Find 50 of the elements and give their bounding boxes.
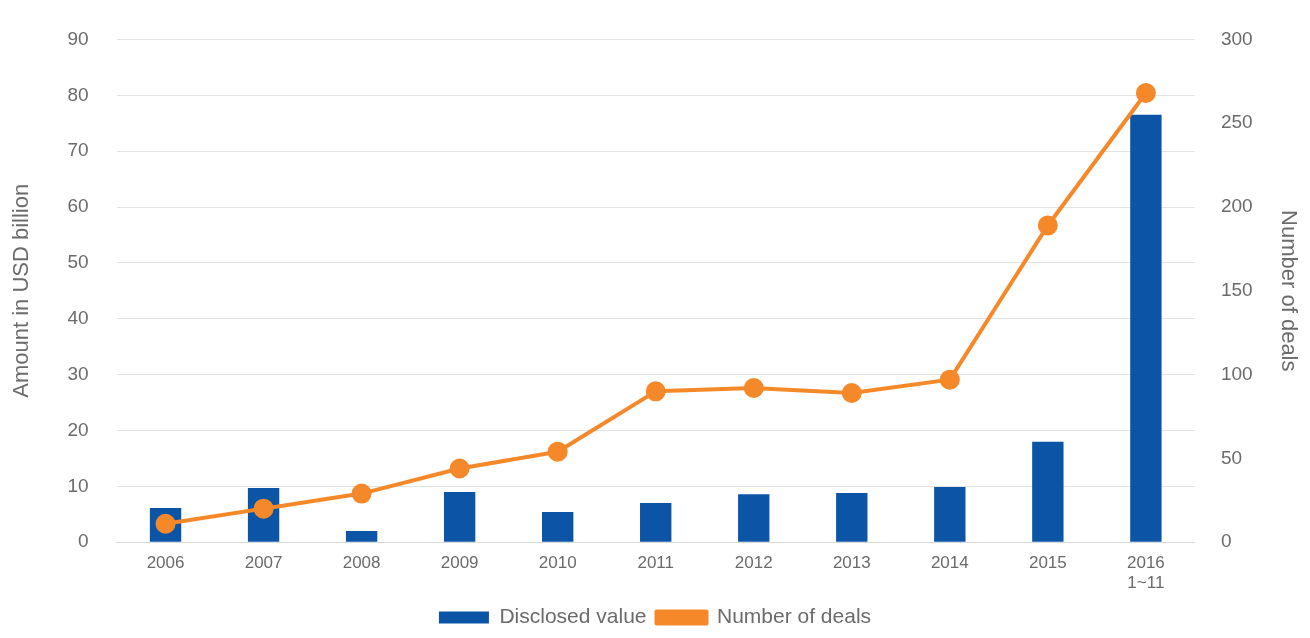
y-tick-label: 80 [67, 83, 89, 105]
x-tick-label: 2007 [244, 553, 283, 573]
bar [836, 493, 868, 542]
bar [443, 491, 476, 542]
y-tick-label: 60 [67, 195, 89, 217]
y2-tick-label: 100 [1220, 362, 1253, 384]
y2-tick-label: 300 [1220, 27, 1253, 49]
legend-label: Number of deals [717, 604, 872, 628]
point [743, 378, 764, 399]
point [449, 458, 470, 479]
point [939, 369, 960, 390]
x-tick-label: 2010 [538, 553, 577, 573]
y-tick-label: 90 [67, 27, 89, 49]
y2-tick-label: 200 [1220, 195, 1253, 217]
point [351, 483, 372, 504]
legend-label: Disclosed value [499, 604, 647, 628]
y-tick-label: 20 [67, 418, 89, 440]
point [841, 383, 862, 404]
y-tick-label: 40 [67, 306, 89, 328]
point [645, 381, 666, 402]
x-tick-label: 2011 [637, 553, 674, 573]
y-tick-label: 0 [77, 530, 89, 552]
y-axis-title: Amount in USD billion [8, 183, 34, 398]
x-tick-label: 2016 1~11 [1126, 553, 1165, 593]
bar [1032, 441, 1064, 542]
y-tick-label: 30 [67, 362, 89, 384]
bar [934, 486, 966, 542]
point [1135, 83, 1156, 104]
x-tick-label: 2013 [832, 553, 871, 573]
bar [542, 512, 574, 542]
y2-axis-title: Number of deals [1276, 210, 1302, 372]
x-tick-label: 2009 [440, 553, 479, 573]
point [1037, 215, 1058, 236]
point [547, 441, 568, 462]
bar [738, 494, 770, 542]
y2-tick-label: 0 [1220, 530, 1232, 552]
y-tick-label: 50 [67, 251, 89, 273]
x-tick-label: 2006 [146, 553, 185, 573]
y2-tick-label: 150 [1220, 279, 1253, 301]
bar [1130, 114, 1162, 542]
x-tick-label: 2008 [342, 553, 381, 573]
y2-tick-label: 50 [1220, 446, 1243, 468]
x-tick-label: 2014 [930, 553, 969, 573]
y2-tick-label: 250 [1220, 111, 1253, 133]
bar [345, 531, 378, 542]
bar [640, 503, 672, 542]
y-tick-label: 10 [67, 474, 89, 496]
x-tick-label: 2012 [734, 553, 773, 573]
x-tick-label: 2015 [1028, 553, 1067, 573]
y-tick-label: 70 [67, 139, 89, 161]
